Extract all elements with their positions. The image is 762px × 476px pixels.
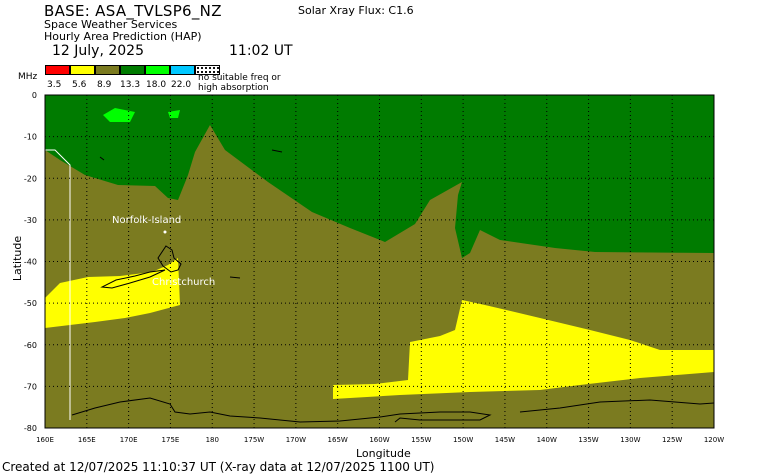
x-tick-label: 135W [578, 436, 598, 444]
legend-swatch-cyan [170, 65, 195, 75]
x-tick-label: 170W [286, 436, 306, 444]
legend-level: 5.6 [72, 80, 87, 90]
legend-level: 22.0 [171, 80, 192, 90]
footer-created: Created at 12/07/2025 11:10:37 UT (X-ray… [2, 460, 435, 474]
x-tick-label: 155W [411, 436, 431, 444]
x-tick-label: 140W [537, 436, 557, 444]
place-label-christchurch: Christchurch [152, 277, 215, 288]
x-tick-label: 175E [162, 436, 180, 444]
x-tick-label: 180 [206, 436, 219, 444]
x-tick-label: 175W [244, 436, 264, 444]
legend-swatch-olive [95, 65, 120, 75]
y-tick-label: -30 [24, 216, 37, 225]
legend-no-suitable-label: no suitable freq or high absorption [198, 73, 281, 93]
place-marker-norfolk [163, 230, 167, 234]
solar-flux-label: Solar Xray Flux: C1.6 [298, 4, 414, 17]
coastline-island [271, 149, 283, 153]
region-yellow [333, 300, 714, 399]
legend-swatch-no-suitable [195, 65, 220, 75]
coastline-nz-north [157, 245, 182, 273]
time-label: 11:02 UT [229, 43, 293, 59]
x-tick-label: 145W [495, 436, 515, 444]
x-tick-label: 150W [453, 436, 473, 444]
service-label: Space Weather Services [44, 18, 178, 31]
y-tick-label: -80 [24, 424, 37, 433]
y-tick-label: 0 [32, 91, 37, 100]
date-label: 12 July, 2025 [52, 43, 144, 59]
y-tick-labels: 0 -10 -20 -30 -40 -50 -60 -70 -80 [24, 91, 37, 433]
x-tick-label: 160W [369, 436, 389, 444]
place-label-norfolk: Norfolk-Island [112, 215, 181, 226]
x-tick-label: 170E [120, 436, 138, 444]
y-tick-label: -70 [24, 382, 37, 391]
legend-level: 18.0 [146, 80, 167, 90]
legend-unit: MHz [18, 72, 38, 82]
region-bright-green [168, 110, 180, 118]
legend-level: 8.9 [97, 80, 112, 90]
product-label: Hourly Area Prediction (HAP) [44, 30, 202, 43]
legend-swatch-yellow [70, 65, 95, 75]
region-bright-green [103, 108, 135, 122]
y-tick-label: -40 [24, 258, 37, 267]
base-title: BASE: ASA_TVLSP6_NZ [44, 2, 222, 20]
x-tick-label: 165E [78, 436, 96, 444]
x-tick-label: 125W [662, 436, 682, 444]
coastline-antarctica [71, 397, 715, 423]
x-tick-label: 120W [704, 436, 724, 444]
map-frame [44, 94, 715, 429]
x-tick-label: 165W [328, 436, 348, 444]
y-tick-label: -60 [24, 341, 37, 350]
x-tick-label: 130W [620, 436, 640, 444]
y-tick-label: -50 [24, 299, 37, 308]
legend-level: 13.3 [120, 80, 141, 90]
coastline-nz-south [100, 269, 166, 289]
x-axis-label: Longitude [356, 447, 411, 460]
region-yellow [45, 258, 180, 328]
x-tick-labels: 160E 165E 170E 175E 180 175W 170W 165W 160W 155W 1… [36, 436, 724, 444]
legend-swatch-dark-green [120, 65, 145, 75]
y-tick-label: -20 [24, 174, 37, 183]
legend-swatch-bright-green [145, 65, 170, 75]
coastline-australia-edge [45, 149, 71, 420]
legend-swatch-red [45, 65, 70, 75]
legend-level: 3.5 [47, 80, 62, 90]
coastline-island [99, 156, 105, 161]
x-tick-label: 160E [36, 436, 54, 444]
coastline-island [229, 276, 241, 279]
y-tick-label: -10 [24, 133, 37, 142]
